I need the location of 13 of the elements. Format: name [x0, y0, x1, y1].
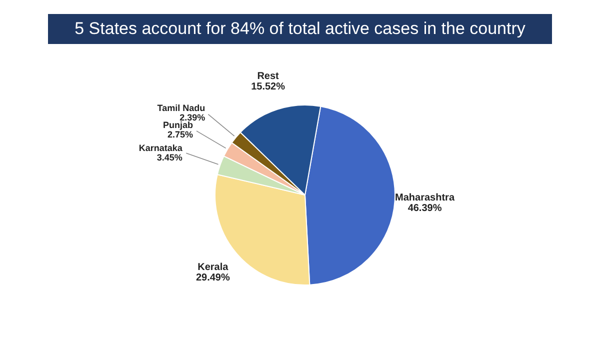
data-label: 2.75%: [168, 129, 194, 140]
data-label: 46.39%: [408, 202, 442, 214]
slice-label: Tamil Nadu: [157, 102, 206, 113]
slice-label: Maharashtra: [395, 192, 455, 204]
chart-title: 5 States account for 84% of total active cases in the country: [48, 14, 552, 44]
slice-label: Karnataka: [138, 142, 184, 153]
slice-label: Rest: [257, 70, 280, 82]
data-label: 3.45%: [156, 152, 182, 162]
slice-label: Punjab: [163, 120, 194, 130]
data-label: 2.39%: [180, 112, 206, 122]
data-label: 29.49%: [196, 272, 230, 284]
data-label: 15.52%: [251, 81, 286, 92]
slice-label: Kerala: [198, 262, 229, 273]
